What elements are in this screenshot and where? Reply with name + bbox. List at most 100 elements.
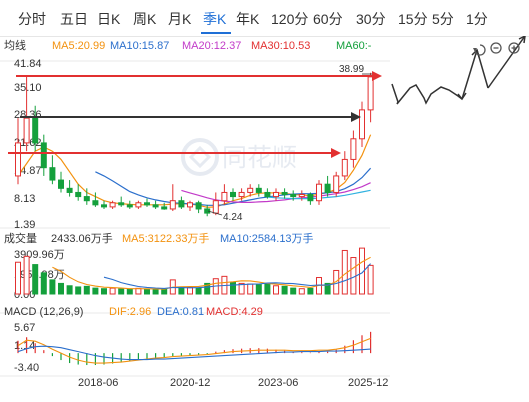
tab-rik[interactable]: 日K — [97, 11, 121, 27]
candle-body — [118, 202, 125, 206]
candle-body — [187, 202, 193, 208]
tab-15fen[interactable]: 15分 — [398, 11, 428, 27]
candle — [316, 180, 322, 205]
volume-bar — [118, 288, 125, 295]
volume-bar — [204, 282, 211, 295]
x-label: 2025-12 — [348, 377, 388, 389]
candle-body — [316, 183, 322, 202]
candle — [144, 198, 150, 207]
zoom-in-button[interactable] — [508, 42, 520, 54]
candle — [290, 190, 297, 201]
candle-body — [195, 202, 202, 210]
tab-zhouk[interactable]: 周K — [133, 11, 157, 27]
macd-axis: 5.67 1.14 -3.40 — [14, 322, 39, 374]
volume-axis: 3909.96万 1954.98万 0.00 — [14, 249, 65, 301]
tab-60fen[interactable]: 60分 — [313, 11, 343, 27]
ma30-legend: MA30:10.53 — [251, 40, 310, 52]
reset-button[interactable] — [473, 44, 486, 56]
tab-yuek[interactable]: 月K — [168, 11, 192, 27]
tab-30fen[interactable]: 30分 — [356, 11, 386, 27]
candle-body — [178, 200, 185, 208]
dif-legend: DIF:2.96 — [109, 306, 151, 318]
candle — [333, 171, 340, 197]
candle — [169, 184, 176, 212]
reset-arrow-icon — [473, 48, 477, 52]
active-tab-underline — [201, 32, 231, 34]
volume-bar — [264, 282, 271, 295]
price-tick: 35.10 — [14, 82, 42, 94]
gridlines — [0, 60, 390, 377]
tab-5fen[interactable]: 5分 — [432, 11, 454, 27]
candle — [307, 192, 314, 205]
candle-body — [341, 158, 348, 177]
ma20-legend: MA20:12.37 — [182, 40, 241, 52]
volume-tick: 1954.98万 — [14, 269, 65, 281]
candle-body — [58, 179, 64, 189]
vol-ma5-legend: MA5:3122.33万手 — [122, 231, 209, 245]
low-marker — [207, 210, 223, 216]
tab-fenshi[interactable]: 分时 — [18, 11, 46, 27]
candle — [92, 192, 99, 207]
main-legend-label: 均线 — [4, 38, 26, 52]
red-arrowhead-bottom — [331, 148, 341, 158]
projection-zigzag — [391, 36, 526, 105]
high-annotation: 38.99 — [339, 64, 364, 75]
volume-bar — [307, 287, 314, 295]
candle — [23, 76, 30, 152]
candle — [212, 192, 219, 216]
candle-body — [333, 175, 340, 193]
volume-bar — [324, 282, 331, 295]
volume-bar — [49, 279, 56, 295]
candle-body — [15, 142, 21, 177]
candle — [324, 175, 331, 197]
zoom-out-button[interactable] — [490, 42, 502, 54]
dea-line — [17, 345, 371, 361]
volume-bar — [273, 285, 279, 295]
candle-body — [109, 202, 116, 208]
candle-body — [32, 117, 39, 144]
watermark: 同花顺 — [181, 138, 297, 176]
volume-bar — [255, 284, 262, 295]
tab-1fen[interactable]: 1分 — [466, 11, 488, 27]
tab-niank[interactable]: 年K — [236, 11, 260, 27]
candle-body — [350, 138, 357, 160]
tab-wuri[interactable]: 五日 — [60, 11, 88, 27]
candle — [126, 200, 133, 209]
candle-body — [204, 208, 211, 214]
volume-bar — [75, 286, 82, 295]
candle-body — [169, 200, 176, 210]
drawn-arrows — [8, 71, 382, 158]
candle-body — [126, 204, 133, 208]
candle — [247, 184, 254, 197]
price-tick: 41.84 — [14, 58, 42, 70]
macd-legend-label: MACD (12,26,9) — [4, 306, 83, 318]
tab-120fen[interactable]: 120分 — [271, 11, 309, 27]
candle — [341, 151, 348, 181]
candle-body — [83, 196, 90, 202]
volume-bar — [92, 287, 99, 295]
candle-body — [40, 142, 47, 169]
vol-ma10-legend: MA10:2584.13万手 — [220, 231, 314, 245]
volume-bar — [290, 287, 297, 295]
candle — [281, 188, 288, 199]
zoom-in-icon — [508, 42, 520, 54]
volume-legend: 成交量 2433.06万手 MA5:3122.33万手 MA10:2584.13… — [4, 231, 314, 245]
tab-jik[interactable]: 季K — [203, 11, 227, 27]
red-arrowhead-top — [372, 71, 382, 81]
candle — [298, 190, 305, 201]
vol_ma10-line — [103, 263, 372, 289]
x-label: 2023-06 — [258, 377, 298, 389]
volume-bars — [15, 247, 374, 295]
candle-body — [144, 202, 150, 206]
candle-body — [92, 200, 99, 206]
candle-body — [238, 191, 245, 198]
macd-tick: -3.40 — [14, 362, 39, 374]
candle — [255, 184, 262, 197]
volume-bar — [40, 272, 47, 295]
volume-legend-value: 2433.06万手 — [51, 231, 113, 245]
x-axis: 2018-06 2020-12 2023-06 2025-12 — [78, 377, 388, 389]
chart-controls — [473, 42, 520, 56]
period-tab-bar: 分时 五日 日K 周K 月K 季K 年K 120分 60分 30分 15分 5分 1分 — [0, 0, 529, 37]
candle-body — [152, 204, 159, 208]
candle-body — [66, 187, 73, 193]
